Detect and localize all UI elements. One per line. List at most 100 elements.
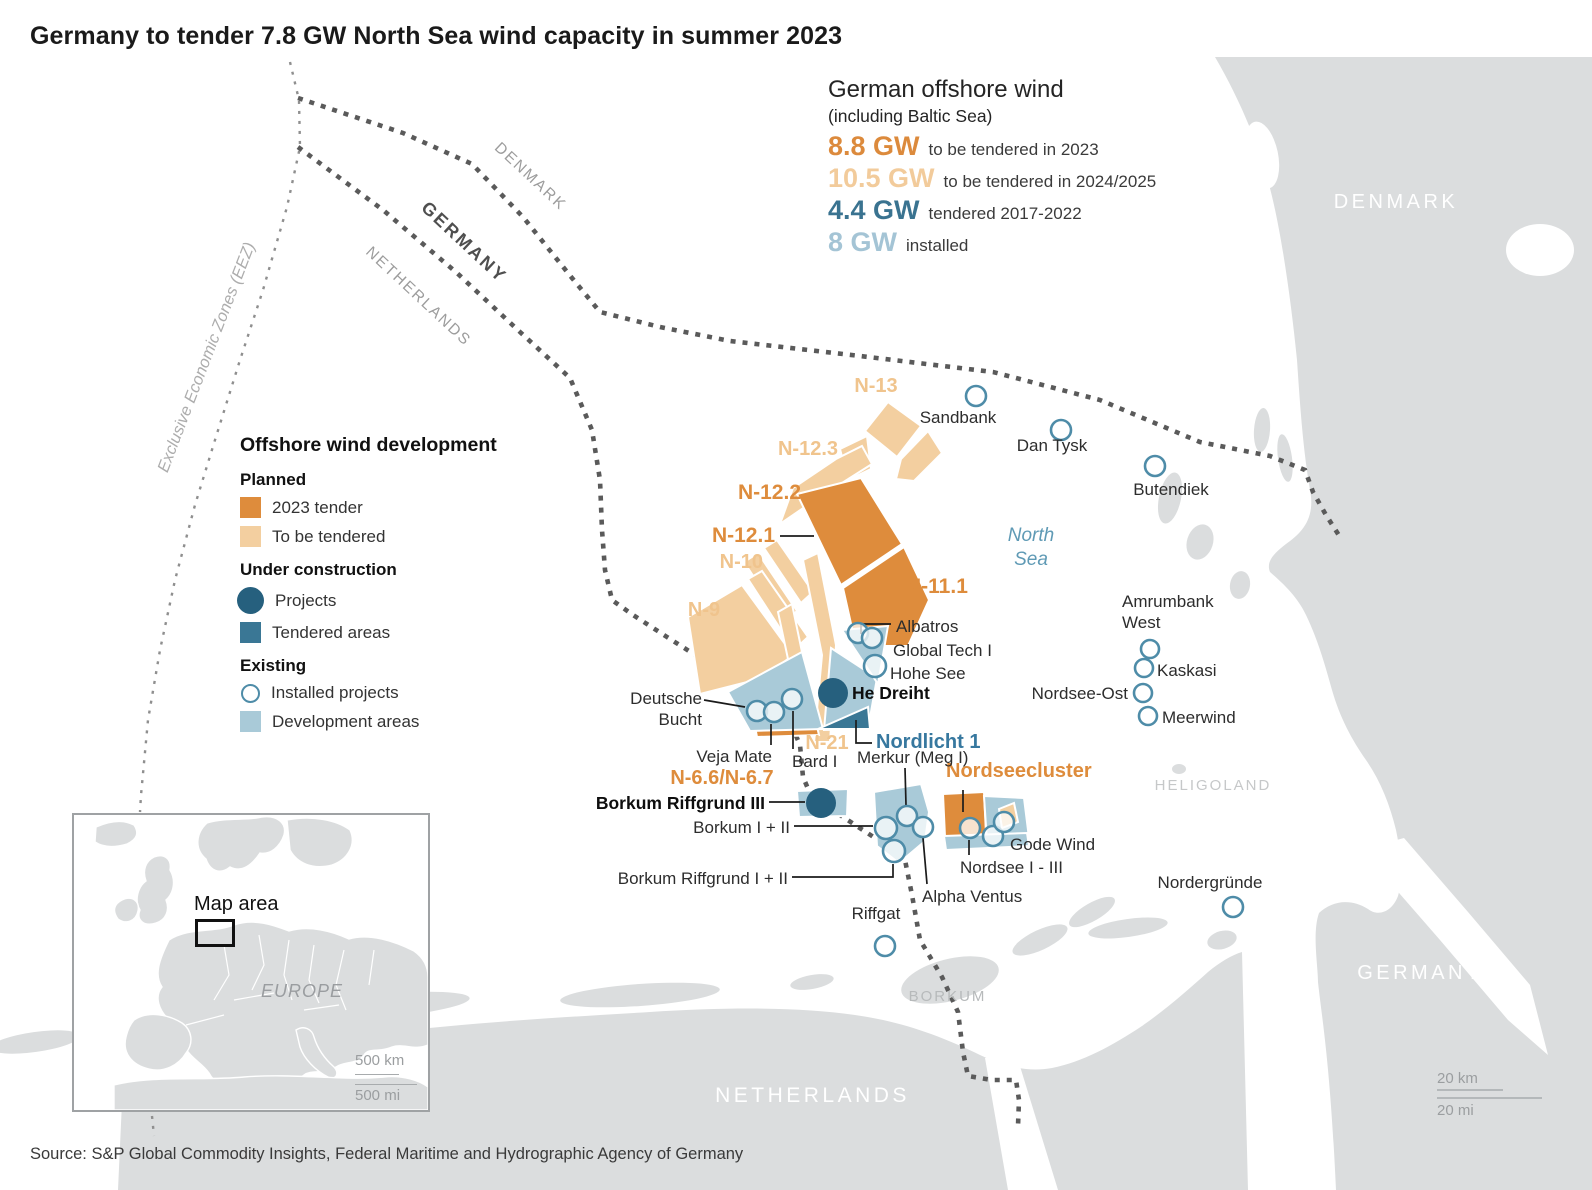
inset-map: Map area EUROPE 500 km 500 mi [72, 813, 430, 1112]
inset-map-area-label: Map area [194, 893, 279, 915]
dot-he-dreiht [818, 678, 848, 708]
leader-nordlicht [855, 720, 872, 744]
ring-sandbank [964, 384, 988, 408]
stat-row-2023: 8.8 GW to be tendered in 2023 [828, 133, 1156, 160]
light-blue-square-swatch [240, 711, 261, 732]
inset-scale-mi-line [355, 1084, 417, 1085]
ring-merkur [895, 804, 919, 828]
legend-item-development-areas: Development areas [240, 711, 540, 732]
stat-row-installed: 8 GW installed [828, 229, 1156, 256]
label-borkum: BORKUM [908, 988, 987, 1005]
label-butendiek: Butendiek [1133, 480, 1209, 499]
zone-label-n21: N-21 [805, 732, 849, 754]
label-deutsche-bucht: Deutsche Bucht [630, 689, 702, 729]
ring-nordsee-ost [1132, 682, 1154, 704]
zone-label-n10: N-10 [719, 551, 763, 573]
label-dan-tysk: Dan Tysk [1016, 436, 1088, 455]
eez-boundaries [138, 61, 1342, 1137]
zone-label-n66-n67: N-6.6/N-6.7 [670, 767, 774, 789]
inset-scale-km: 500 km [355, 1052, 405, 1069]
ring-veja-mate [762, 700, 786, 724]
inset-europe-map [94, 816, 428, 1110]
inset-ireland [113, 897, 139, 923]
eez-line-netherlands [296, 145, 1022, 1127]
inset-finland-baltic [286, 817, 353, 868]
inset-italy [295, 1027, 338, 1079]
zone-n13 [894, 429, 944, 483]
ring-bard-i [780, 687, 804, 711]
ring-borkum-i-ii [873, 815, 899, 841]
fjord-cutout [1244, 121, 1280, 189]
legend-title: Offshore wind development [240, 434, 497, 456]
leader-alpha-ventus [922, 837, 928, 885]
legend-item-2023-tender: 2023 tender [240, 497, 540, 518]
leader-borkum-riffgrund-i-ii [792, 864, 894, 878]
label-nordergruende: Nordergründe [1157, 873, 1263, 892]
legend-item-projects: Projects [237, 587, 540, 614]
stat-label: tendered 2017-2022 [928, 204, 1082, 223]
ring-kaskasi [1133, 657, 1155, 679]
label-kaskasi: Kaskasi [1157, 661, 1217, 680]
zone-label-n9: N-9 [687, 599, 721, 621]
ems-estuary [985, 1050, 1058, 1190]
ring-dan-tysk [1049, 418, 1073, 442]
zone-label-n11-1: N-11.1 [906, 575, 968, 598]
inset-scale-km-line [355, 1074, 399, 1075]
eez-line-denmark [297, 95, 1342, 539]
stat-label: to be tendered in 2023 [928, 140, 1099, 159]
zone-n13 [863, 400, 923, 459]
inset-borders [185, 934, 375, 1026]
orange-square-swatch [240, 497, 261, 518]
label-north-sea: North Sea [1007, 525, 1055, 570]
label-albatros: Albatros [896, 617, 959, 636]
ring-global-tech-i [860, 626, 884, 650]
stat-row-tendered: 4.4 GW tendered 2017-2022 [828, 197, 1156, 224]
land-denmark-germany [1215, 57, 1592, 1190]
inset-map-area-rect [195, 919, 235, 947]
label-veja-mate: Veja Mate [696, 747, 772, 766]
ring-borkum-riffgrund-i-ii [881, 838, 907, 864]
leader-deutsche-bucht [703, 699, 746, 708]
label-denmark-land: DENMARK [1333, 191, 1459, 213]
label-nordsee-i-iii: Nordsee I - III [960, 858, 1063, 877]
island [1012, 924, 1068, 956]
inset-europe-label: EUROPE [260, 981, 344, 1001]
legend: Offshore wind development Planned 2023 t… [237, 434, 540, 740]
island-borkum [901, 956, 999, 1004]
scalebar-mi: 20 mi [1437, 1102, 1474, 1119]
ring-hohe-see [862, 653, 888, 679]
island [1069, 896, 1115, 928]
label-he-dreiht: He Dreiht [852, 683, 930, 703]
inset-north-africa [113, 1075, 428, 1110]
label-netherlands-land: NETHERLANDS [715, 1084, 910, 1107]
label-borkum-i-ii: Borkum I + II [693, 818, 790, 837]
label-sandbank: Sandbank [919, 408, 997, 427]
ring-alpha-ventus [911, 815, 935, 839]
elbe-estuary [1372, 838, 1548, 1055]
ring-gode-wind-b [992, 810, 1016, 834]
island [1186, 524, 1214, 560]
zone-label-n13: N-13 [854, 375, 898, 397]
label-bard-i: Bard I [792, 752, 838, 771]
inset-uk [136, 855, 175, 925]
ring-amrumbank-west [1139, 638, 1161, 660]
ring-butendiek [1143, 454, 1167, 478]
ring-circle-swatch [241, 683, 260, 703]
island [790, 974, 834, 990]
stat-value: 10.5 GW [828, 163, 935, 193]
stats-title: German offshore wind [828, 76, 1064, 103]
inset-scale-mi: 500 mi [355, 1087, 401, 1104]
scalebar-lines [1437, 1089, 1542, 1099]
island [1207, 930, 1237, 950]
teal-dot-swatch [237, 587, 264, 614]
label-global-tech-i: Global Tech I [893, 641, 992, 660]
label-merkur: Merkur (Meg I) [857, 748, 969, 767]
ring-nordsee-i-iii [958, 816, 982, 840]
zone-label-nordseecluster: Nordseecluster [946, 760, 1092, 782]
ring-riffgat [873, 934, 897, 958]
legend-heading-under-construction: Under construction [240, 560, 397, 579]
label-gode-wind: Gode Wind [1010, 835, 1096, 854]
stat-label: to be tendered in 2024/2025 [943, 172, 1157, 191]
label-nordsee-ost: Nordsee-Ost [1031, 684, 1128, 703]
label-alpha-ventus: Alpha Ventus [922, 887, 1023, 906]
